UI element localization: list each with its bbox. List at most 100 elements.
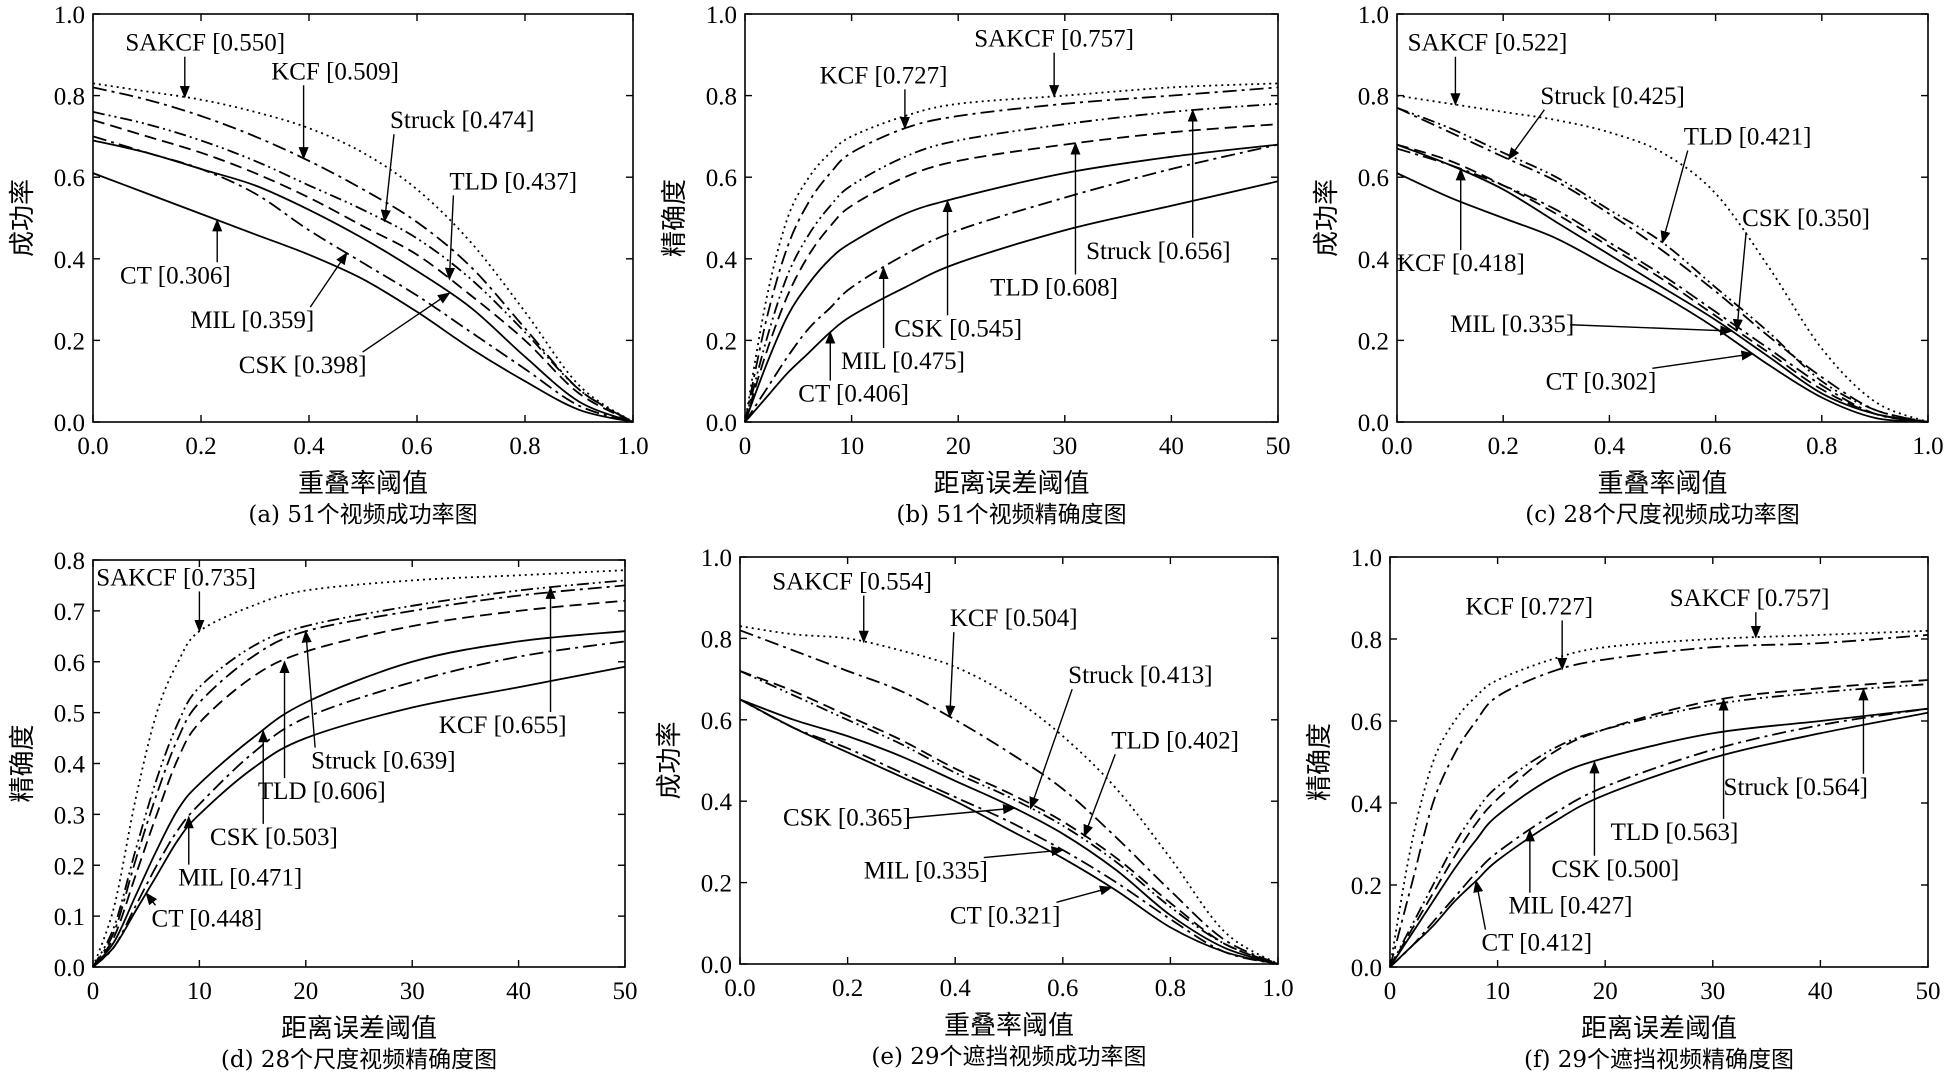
x-tick-label: 20 bbox=[293, 978, 318, 1005]
x-axis-label: 距离误差阈值 bbox=[933, 469, 1089, 499]
annotation-arrow bbox=[1507, 109, 1545, 161]
y-tick-label: 0.3 bbox=[54, 802, 85, 829]
y-tick-label: 0.2 bbox=[54, 328, 85, 355]
annotation-arrow bbox=[1570, 324, 1733, 336]
series-line bbox=[92, 119, 634, 423]
plot-frame bbox=[1389, 556, 1929, 968]
y-tick-label: 0.0 bbox=[54, 955, 85, 982]
x-tick-label: 0.6 bbox=[401, 433, 432, 460]
series-annotation: Struck [0.413] bbox=[1068, 662, 1212, 689]
x-tick-label: 0.4 bbox=[293, 433, 325, 460]
series-line bbox=[1396, 143, 1929, 423]
x-tick-label: 30 bbox=[400, 978, 425, 1005]
y-tick-label: 0.8 bbox=[1351, 627, 1382, 654]
series-annotation: CSK [0.500] bbox=[1551, 856, 1679, 883]
y-tick-label: 0.5 bbox=[54, 701, 85, 728]
y-axis-label: 精确度 bbox=[1305, 723, 1335, 801]
series-annotation: KCF [0.504] bbox=[950, 605, 1078, 632]
series-annotation: SAKCF [0.757] bbox=[974, 26, 1134, 53]
annotation-arrow bbox=[145, 892, 158, 906]
y-tick-label: 1.0 bbox=[706, 2, 737, 29]
y-tick-label: 0.1 bbox=[54, 904, 85, 931]
chart-panel: 0.0 0.2 0.4 0.6 0.8 1.0 0.0 0.2 0.4 0.6 0.8 1.0 重叠率阈… bbox=[8, 2, 649, 528]
y-axis-label: 成功率 bbox=[8, 179, 38, 257]
series-line bbox=[1396, 147, 1929, 423]
y-tick-label: 0.0 bbox=[1351, 955, 1382, 982]
series-annotation: CT [0.306] bbox=[120, 262, 231, 289]
series-line bbox=[1396, 143, 1929, 423]
series-annotation: TLD [0.437] bbox=[449, 168, 577, 195]
series-annotation: CT [0.412] bbox=[1481, 930, 1592, 957]
y-tick-label: 0.0 bbox=[54, 410, 85, 437]
y-tick-label: 0.8 bbox=[1358, 84, 1389, 111]
x-tick-label: 0.4 bbox=[940, 975, 972, 1002]
y-tick-label: 1.0 bbox=[54, 2, 85, 29]
annotation-arrow bbox=[1083, 754, 1116, 838]
annotation-arrow bbox=[983, 846, 1065, 859]
chart-panel: 0 10 20 30 40 50 0.0 0.1 0.2 0.3 0.4 0.5 0.6 0.7 0.8 距离… bbox=[8, 548, 638, 1073]
plot-frame bbox=[92, 13, 634, 423]
chart-panel: 0.0 0.2 0.4 0.6 0.8 1.0 0.0 0.2 0.4 0.6 0.8 1.0 重叠率阈… bbox=[655, 545, 1294, 1070]
annotation-arrow bbox=[1056, 885, 1113, 903]
x-tick-label: 0 bbox=[87, 978, 100, 1005]
x-tick-label: 0 bbox=[1384, 978, 1397, 1005]
y-tick-label: 0.2 bbox=[1351, 873, 1382, 900]
annotation-arrow bbox=[906, 804, 1016, 819]
panel-caption: (a) 51个视频成功率图 bbox=[248, 502, 477, 528]
series-line bbox=[1389, 634, 1929, 968]
series-annotation: TLD [0.402] bbox=[1111, 727, 1239, 754]
y-tick-label: 0.6 bbox=[701, 708, 732, 735]
series-line bbox=[1396, 106, 1929, 423]
y-tick-label: 0.6 bbox=[706, 165, 737, 192]
series-line bbox=[92, 86, 634, 423]
series-annotation: TLD [0.563] bbox=[1611, 819, 1739, 846]
y-axis-label: 精确度 bbox=[660, 179, 690, 257]
panel-caption: (e) 29个遮挡视频成功率图 bbox=[871, 1044, 1146, 1070]
panel-caption: (b) 51个视频精确度图 bbox=[896, 502, 1126, 528]
y-tick-label: 0.0 bbox=[1358, 410, 1389, 437]
y-tick-label: 0.4 bbox=[54, 752, 86, 779]
series-line bbox=[1389, 683, 1929, 968]
series-annotation: SAKCF [0.735] bbox=[96, 564, 256, 591]
annotation-arrow bbox=[1029, 688, 1073, 810]
y-tick-label: 0.2 bbox=[701, 871, 732, 898]
series-line bbox=[92, 599, 626, 968]
series-line bbox=[744, 123, 1279, 423]
series-annotation: CSK [0.398] bbox=[239, 352, 367, 379]
x-tick-label: 0.6 bbox=[1700, 433, 1731, 460]
annotation-arrow bbox=[301, 629, 316, 748]
series-line bbox=[1389, 711, 1929, 968]
series-line bbox=[1389, 629, 1929, 968]
x-tick-label: 30 bbox=[1052, 433, 1077, 460]
y-tick-label: 0.4 bbox=[701, 789, 733, 816]
y-tick-label: 0.4 bbox=[1358, 247, 1390, 274]
series-annotation: CSK [0.350] bbox=[1742, 205, 1870, 232]
x-axis-label: 重叠率阈值 bbox=[298, 469, 428, 499]
series-annotation: MIL [0.335] bbox=[1450, 311, 1574, 338]
series-annotation: MIL [0.471] bbox=[178, 865, 302, 892]
annotation-arrow bbox=[444, 195, 455, 281]
series-annotation: CT [0.406] bbox=[798, 381, 909, 408]
series-line bbox=[744, 86, 1279, 423]
series-line bbox=[1389, 679, 1929, 968]
y-tick-label: 0.4 bbox=[706, 247, 738, 274]
y-tick-label: 0.8 bbox=[706, 84, 737, 111]
y-tick-label: 0.8 bbox=[54, 84, 85, 111]
series-annotation: KCF [0.727] bbox=[1465, 593, 1593, 620]
x-axis-label: 距离误差阈值 bbox=[1581, 1014, 1737, 1044]
x-tick-label: 20 bbox=[946, 433, 971, 460]
series-line bbox=[92, 111, 634, 423]
y-tick-label: 0.8 bbox=[54, 548, 85, 575]
x-tick-label: 40 bbox=[1808, 978, 1833, 1005]
series-line bbox=[92, 665, 626, 968]
series-line bbox=[1389, 707, 1929, 968]
series-annotation: Struck [0.639] bbox=[311, 748, 455, 775]
series-line bbox=[92, 584, 626, 968]
series-annotation: KCF [0.509] bbox=[271, 58, 399, 85]
series-annotation: SAKCF [0.550] bbox=[125, 30, 285, 57]
series-annotation: MIL [0.335] bbox=[864, 858, 988, 885]
x-tick-label: 0.2 bbox=[1488, 433, 1519, 460]
x-tick-label: 0.4 bbox=[1594, 433, 1626, 460]
annotation-arrow bbox=[380, 134, 395, 223]
series-annotation: KCF [0.655] bbox=[439, 712, 567, 739]
